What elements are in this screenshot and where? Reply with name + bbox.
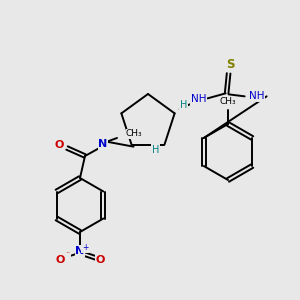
Text: CH₃: CH₃ (220, 98, 236, 106)
Text: CH₃: CH₃ (126, 130, 142, 139)
Text: N: N (75, 246, 85, 256)
Text: O: O (54, 140, 64, 150)
Text: H: H (180, 100, 187, 110)
Text: +: + (82, 244, 88, 253)
Text: N: N (98, 139, 108, 149)
Text: NH: NH (249, 91, 264, 101)
Text: H: H (152, 145, 159, 155)
Text: ⁻: ⁻ (66, 250, 70, 259)
Text: O: O (55, 255, 65, 265)
Text: NH: NH (191, 94, 206, 104)
Text: O: O (95, 255, 105, 265)
Text: S: S (226, 58, 235, 71)
